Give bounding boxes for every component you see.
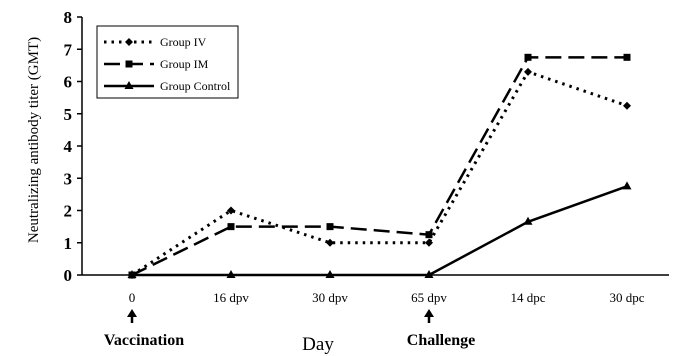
data-point [622, 181, 632, 190]
data-point [623, 53, 631, 61]
legend-swatch-marker [125, 60, 133, 68]
annotation-label: Challenge [407, 332, 475, 349]
x-axis-title: Day [302, 334, 334, 355]
x-axis-ticks: 0 16 dpv 30 dpv 65 dpv 14 dpc 30 dpc [129, 290, 645, 305]
data-point [523, 216, 533, 225]
annotation-layer: Vaccination Challenge [104, 309, 475, 349]
data-point [425, 231, 433, 239]
series-line [132, 185, 628, 277]
data-point [127, 270, 137, 278]
series-line [131, 70, 628, 277]
data-point [524, 67, 532, 76]
x-tick-label: 0 [129, 290, 136, 305]
y-tick-label: 8 [64, 8, 73, 27]
legend-label: Group IM [160, 57, 209, 71]
y-tick-label: 5 [64, 105, 73, 124]
data-point [227, 206, 235, 215]
y-tick-label: 7 [64, 40, 73, 59]
data-point [226, 270, 236, 278]
data-point [325, 270, 335, 278]
series-group-iv [128, 67, 631, 279]
y-tick-label: 0 [64, 266, 73, 285]
y-tick-label: 2 [64, 202, 73, 221]
data-point [326, 223, 334, 231]
annotation-label: Vaccination [104, 332, 184, 349]
data-point [326, 238, 334, 247]
legend-entry: Group Control [104, 79, 231, 93]
x-tick-label: 16 dpv [213, 290, 249, 305]
y-tick-label: 1 [64, 234, 73, 253]
y-tick-label: 4 [64, 137, 73, 156]
x-tick-label: 30 dpv [312, 290, 348, 305]
x-tick-label: 14 dpc [510, 290, 545, 305]
data-point [425, 238, 433, 247]
annotation-arrow [127, 309, 137, 317]
legend-swatch-marker [124, 81, 134, 89]
legend-entry: Group IM [104, 57, 209, 71]
legend-entry: Group IV [104, 35, 207, 49]
legend-swatch-marker [125, 38, 133, 46]
y-tick-label: 6 [64, 73, 73, 92]
series-group-control [127, 181, 632, 278]
x-tick-label: 30 dpc [609, 290, 644, 305]
y-axis-title: Neutralizing antibody titer (GMT) [26, 37, 42, 243]
legend-label: Group IV [160, 35, 207, 49]
series-layer [127, 53, 632, 279]
legend: Group IV Group IM Group Control [96, 25, 239, 99]
y-tick-label: 3 [64, 169, 73, 188]
x-tick-label: 65 dpv [411, 290, 447, 305]
series-line [131, 56, 627, 277]
data-point [524, 53, 532, 61]
data-point [227, 223, 235, 231]
data-point [623, 101, 631, 110]
data-point [424, 270, 434, 278]
annotation-arrow [424, 309, 434, 317]
y-axis-ticks: 0 1 2 3 4 5 6 7 8 [64, 8, 82, 285]
legend-label: Group Control [160, 79, 231, 93]
